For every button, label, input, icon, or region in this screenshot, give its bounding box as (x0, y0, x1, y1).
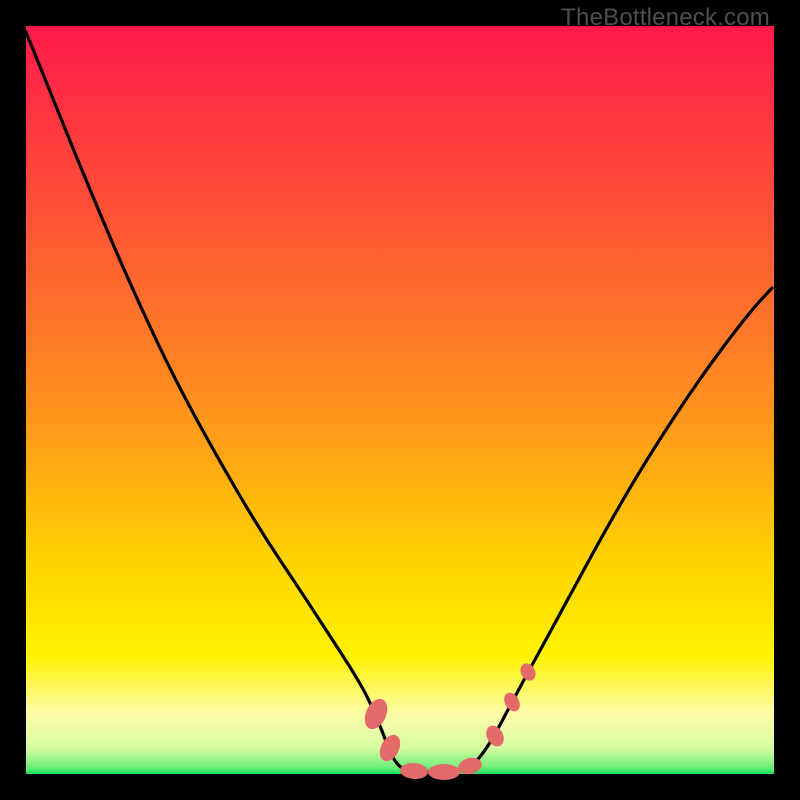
bottleneck-curve (26, 32, 772, 772)
curve-marker (399, 762, 428, 780)
marker-group (360, 661, 538, 780)
curve-marker (517, 661, 538, 684)
bottleneck-curve-layer (0, 0, 800, 800)
curve-marker (501, 690, 523, 714)
curve-marker (428, 764, 460, 780)
watermark-text: TheBottleneck.com (561, 4, 770, 32)
curve-marker (376, 731, 404, 764)
curve-marker (360, 695, 391, 732)
chart-frame: TheBottleneck.com (0, 0, 800, 800)
